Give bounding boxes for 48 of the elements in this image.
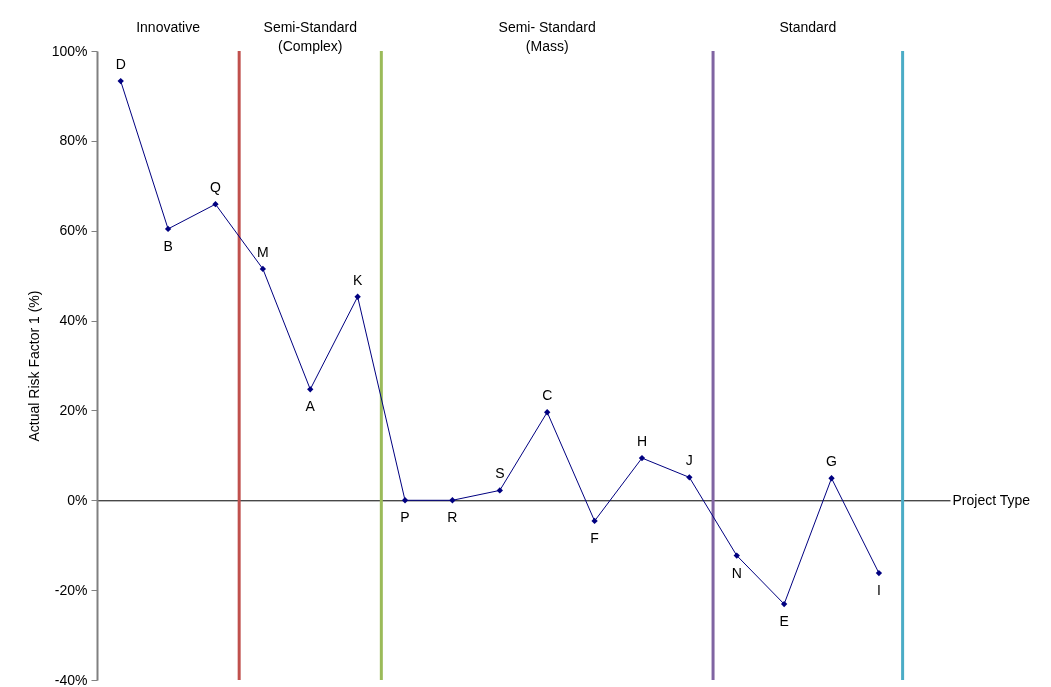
y-tick-label: 20% — [59, 401, 88, 418]
point — [164, 225, 172, 233]
data-label: I — [876, 582, 881, 599]
y-tick-label: -40% — [54, 671, 88, 687]
data-label: N — [731, 564, 742, 581]
y-tick-label: 60% — [59, 222, 88, 239]
point — [638, 454, 646, 462]
data-label: K — [352, 271, 363, 288]
data-label: D — [115, 56, 126, 73]
data-label: Q — [210, 179, 222, 196]
point — [496, 487, 503, 494]
point — [259, 265, 267, 273]
point — [591, 517, 598, 525]
point — [828, 475, 835, 482]
text: Standard — [779, 19, 837, 35]
y-tick-label: -20% — [54, 581, 88, 598]
data-label: B — [163, 237, 173, 254]
y-tick-label: 80% — [59, 132, 88, 149]
data-label: A — [305, 398, 316, 415]
data-label: E — [779, 613, 789, 630]
point — [212, 201, 219, 208]
point — [875, 569, 883, 577]
data-label: M — [257, 243, 269, 260]
point — [780, 600, 788, 608]
data-label: R — [447, 509, 458, 526]
y-tick-label: 100% — [51, 42, 88, 59]
point — [686, 474, 693, 481]
point — [307, 386, 314, 393]
annotation: Semi- Standard (Mass) — [498, 19, 596, 54]
data-label: S — [495, 465, 505, 482]
text: Innovative — [136, 19, 201, 35]
y-tick-label: 0% — [67, 491, 88, 508]
point — [544, 409, 551, 416]
point — [449, 497, 456, 504]
data-label: H — [636, 433, 648, 450]
point — [733, 552, 740, 559]
data-label: P — [400, 509, 410, 526]
point — [354, 293, 361, 300]
y-tick-label: 40% — [59, 312, 88, 329]
point — [401, 497, 409, 504]
data-label: G — [826, 453, 837, 470]
point — [117, 77, 124, 85]
annotation: Semi-Standard (Complex) — [263, 19, 357, 54]
data-label: F — [590, 529, 599, 546]
data-label: C — [542, 387, 553, 404]
x-axis-title: Project Type — [952, 491, 1031, 508]
data-label: J — [685, 452, 693, 469]
y-axis-title: Actual Risk Factor 1 (%) — [25, 290, 42, 442]
